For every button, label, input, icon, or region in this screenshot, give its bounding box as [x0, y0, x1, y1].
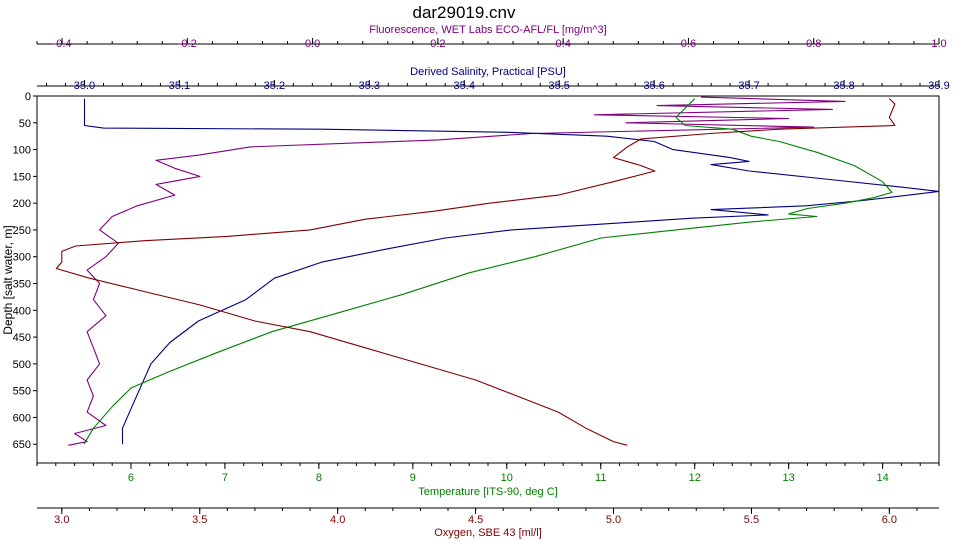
chart-title: dar29019.cnv — [412, 3, 516, 22]
temperature-profile-line — [83, 98, 893, 445]
salinity-tick-label: 35.7 — [738, 80, 759, 92]
oxygen-tick-label: 5.5 — [744, 514, 759, 526]
salinity-tick-label: 35.0 — [74, 80, 95, 92]
salinity-tick-label: 35.6 — [643, 80, 664, 92]
fluorescence-tick-label: 1.0 — [931, 38, 946, 50]
salinity-tick-label: 35.2 — [264, 80, 285, 92]
series-layer — [55, 96, 940, 446]
oxygen-tick-label: 3.0 — [54, 514, 69, 526]
oxygen-tick-label: 4.5 — [468, 514, 483, 526]
oxygen-axis-label: Oxygen, SBE 43 [ml/l] — [434, 527, 542, 539]
fluorescence-tick-label: 0.6 — [681, 38, 696, 50]
fluorescence-tick-label: -0.2 — [178, 38, 197, 50]
y-tick-label: 100 — [13, 145, 31, 157]
temperature-tick-label: 6 — [128, 472, 134, 484]
y-tick-label: 400 — [13, 305, 31, 317]
salinity-tick-label: 35.8 — [833, 80, 854, 92]
fluorescence-profile-line — [68, 96, 846, 446]
y-tick-label: 550 — [13, 386, 31, 398]
oxygen-tick-label: 6.0 — [882, 514, 897, 526]
y-tick-label: 150 — [13, 171, 31, 183]
salinity-tick-label: 35.1 — [169, 80, 190, 92]
salinity-tick-label: 35.5 — [548, 80, 569, 92]
axes-layer: 0 50 100 150 200 250 300 350 400 450 500 550 600 650 D… — [1, 24, 950, 539]
salinity-tick-label: 35.9 — [928, 80, 949, 92]
temperature-tick-label: 9 — [410, 472, 416, 484]
oxygen-tick-label: 4.0 — [330, 514, 345, 526]
y-tick-label: 600 — [13, 412, 31, 424]
y-tick-label: 500 — [13, 359, 31, 371]
y-axis-label: Depth [salt water, m] — [1, 225, 15, 334]
temperature-tick-label: 12 — [689, 472, 701, 484]
y-tick-label: 350 — [13, 279, 31, 291]
y-tick-label: 50 — [19, 118, 31, 130]
temperature-tick-label: 11 — [595, 472, 606, 484]
oxygen-tick-label: 5.0 — [606, 514, 621, 526]
y-tick-label: 450 — [13, 332, 31, 344]
temperature-tick-label: 10 — [501, 472, 513, 484]
temperature-tick-label: 7 — [222, 472, 228, 484]
temperature-tick-label: 8 — [316, 472, 322, 484]
fluorescence-tick-label: 0.8 — [806, 38, 821, 50]
fluorescence-tick-label: 0.4 — [556, 38, 571, 50]
temperature-tick-label: 13 — [783, 472, 795, 484]
oxygen-tick-label: 3.5 — [192, 514, 207, 526]
salinity-tick-label: 35.3 — [359, 80, 380, 92]
salinity-profile-line — [83, 98, 940, 445]
fluorescence-tick-label: 0.0 — [305, 38, 320, 50]
salinity-tick-label: 35.4 — [454, 80, 475, 92]
fluorescence-tick-label: 0.2 — [430, 38, 445, 50]
temperature-axis-label: Temperature [ITS-90, deg C] — [418, 486, 557, 498]
plot-area — [36, 95, 940, 464]
salinity-axis-label: Derived Salinity, Practical [PSU] — [410, 66, 566, 78]
oxygen-profile-line — [55, 98, 896, 446]
y-tick-label: 650 — [13, 439, 31, 451]
fluorescence-tick-label: -0.4 — [53, 38, 72, 50]
temperature-tick-label: 14 — [877, 472, 889, 484]
fluorescence-axis-label: Fluorescence, WET Labs ECO-AFL/FL [mg/m^… — [369, 24, 606, 36]
y-tick-label: 300 — [13, 252, 31, 264]
y-tick-label: 250 — [13, 225, 31, 237]
y-tick-label: 0 — [25, 91, 31, 103]
y-tick-label: 200 — [13, 198, 31, 210]
